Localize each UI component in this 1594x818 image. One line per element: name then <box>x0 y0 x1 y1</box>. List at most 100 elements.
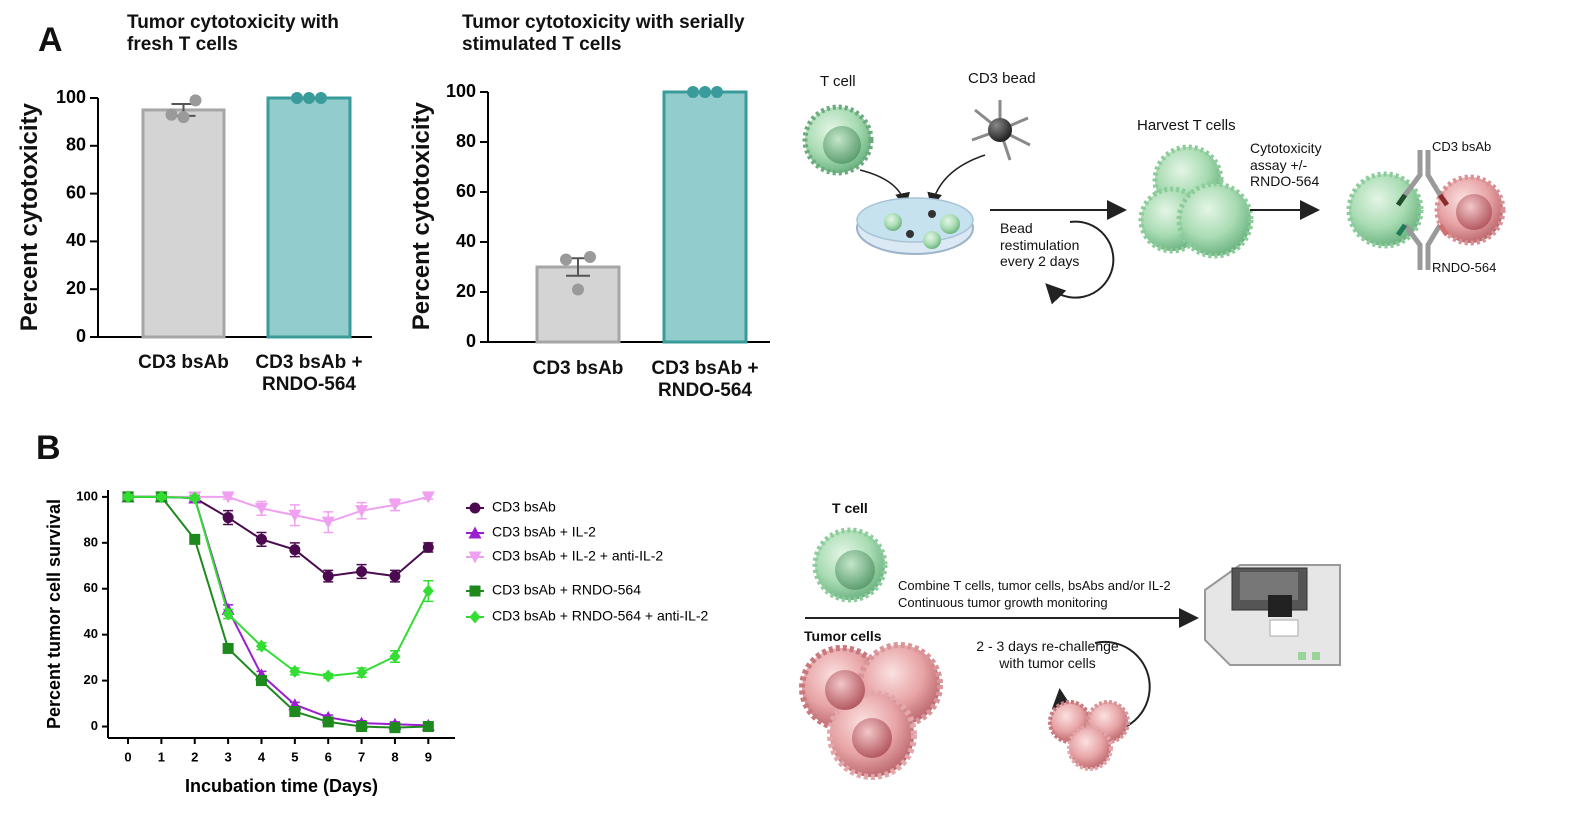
data-point <box>422 541 434 553</box>
chart-title: Tumor cytotoxicity with fresh T cells <box>127 12 339 56</box>
panel-label: B <box>36 429 61 467</box>
data-point <box>389 649 401 663</box>
x-tick-label: 0 <box>124 749 131 764</box>
data-point <box>699 86 711 98</box>
data-point <box>560 253 572 266</box>
label: Harvest T cells <box>1137 117 1236 134</box>
data-point <box>221 491 235 504</box>
x-tick-label: 7 <box>358 749 365 764</box>
data-point <box>122 490 134 504</box>
data-point <box>321 516 335 529</box>
data-point <box>222 512 234 524</box>
label: RNDO-564 <box>1432 260 1497 275</box>
data-point <box>356 721 368 733</box>
x-tick-label: 3 <box>224 749 231 764</box>
data-point <box>711 86 723 98</box>
y-tick-label: 20 <box>456 281 476 301</box>
data-point <box>289 544 301 556</box>
data-point <box>189 94 202 107</box>
data-point <box>572 283 584 296</box>
y-tick-label: 80 <box>66 135 86 155</box>
data-point <box>177 111 190 124</box>
data-point <box>355 505 369 518</box>
x-tick-label: 8 <box>391 749 398 764</box>
label: CD3 bsAb <box>1432 139 1492 154</box>
x-tick-label: 2 <box>191 749 198 764</box>
label: T cell <box>832 500 868 516</box>
x-tick-label: 4 <box>258 749 266 764</box>
data-point <box>356 666 368 680</box>
data-point <box>289 664 301 678</box>
legend-marker <box>469 502 481 514</box>
diagram-a <box>802 100 1506 305</box>
x-tick-label: CD3 bsAb + RNDO-564 <box>255 352 363 396</box>
diagram-b <box>799 527 1341 780</box>
x-tick-label: CD3 bsAb <box>532 358 624 379</box>
y-tick-label: 20 <box>84 672 98 687</box>
label: T cell <box>820 73 856 90</box>
legend-marker <box>469 610 481 624</box>
data-point <box>222 642 234 654</box>
data-point <box>255 533 267 545</box>
data-point <box>421 491 435 504</box>
y-tick-label: 20 <box>66 278 86 298</box>
chart-title: Tumor cytotoxicity with serially stimula… <box>462 12 745 56</box>
series-line <box>128 495 429 578</box>
data-point <box>288 509 302 522</box>
data-point <box>189 491 201 505</box>
legend-label: CD3 bsAb + RNDO-564 + anti-IL-2 <box>492 608 709 624</box>
y-tick-label: 40 <box>84 626 98 641</box>
y-tick-label: 0 <box>466 331 476 351</box>
bar <box>266 96 352 339</box>
label: Combine T cells, tumor cells, bsAbs and/… <box>898 578 1171 593</box>
data-point <box>155 490 167 504</box>
data-point <box>254 502 268 515</box>
label: CD3 bead <box>968 70 1036 87</box>
data-point <box>289 706 301 718</box>
bar <box>662 90 748 344</box>
y-tick-label: 60 <box>456 181 476 201</box>
y-tick-label: 60 <box>66 182 86 202</box>
label: Cytotoxicity assay +/- RNDO-564 <box>1250 140 1322 190</box>
data-point <box>422 721 434 733</box>
data-point <box>165 108 178 121</box>
y-tick-label: 100 <box>76 488 98 503</box>
y-axis-title: Percent tumor cell survival <box>44 499 64 729</box>
legend-label: CD3 bsAb + RNDO-564 <box>492 582 641 598</box>
label: 2 - 3 days re-challenge with tumor cells <box>976 638 1119 671</box>
y-tick-label: 40 <box>66 230 86 250</box>
x-tick-label: 1 <box>158 749 165 764</box>
data-point <box>315 92 327 104</box>
data-point <box>422 584 434 598</box>
legend-label: CD3 bsAb + IL-2 + anti-IL-2 <box>492 548 663 564</box>
series-line <box>128 495 429 729</box>
data-point <box>322 716 334 728</box>
x-tick-label: 9 <box>425 749 432 764</box>
data-point <box>584 251 596 263</box>
label: Tumor cells <box>804 628 882 644</box>
data-point <box>388 499 402 512</box>
y-tick-label: 100 <box>56 87 86 107</box>
legend-label: CD3 bsAb <box>492 499 556 515</box>
data-point <box>222 607 234 621</box>
data-point <box>255 639 267 653</box>
legend-marker <box>469 585 481 597</box>
legend-marker <box>468 551 482 564</box>
x-axis-title: Incubation time (Days) <box>185 776 378 796</box>
legend-marker <box>468 526 482 539</box>
data-point <box>389 570 401 582</box>
series-line <box>128 495 429 524</box>
bar <box>141 108 226 339</box>
y-tick-label: 0 <box>91 718 98 733</box>
y-tick-label: 80 <box>456 131 476 151</box>
x-tick-label: 5 <box>291 749 298 764</box>
data-point <box>255 675 267 687</box>
data-point <box>687 86 699 98</box>
y-tick-label: 100 <box>446 81 476 101</box>
data-point <box>291 92 303 104</box>
legend-label: CD3 bsAb + IL-2 <box>492 524 596 540</box>
data-point <box>356 566 368 578</box>
x-tick-label: CD3 bsAb + RNDO-564 <box>651 358 759 402</box>
